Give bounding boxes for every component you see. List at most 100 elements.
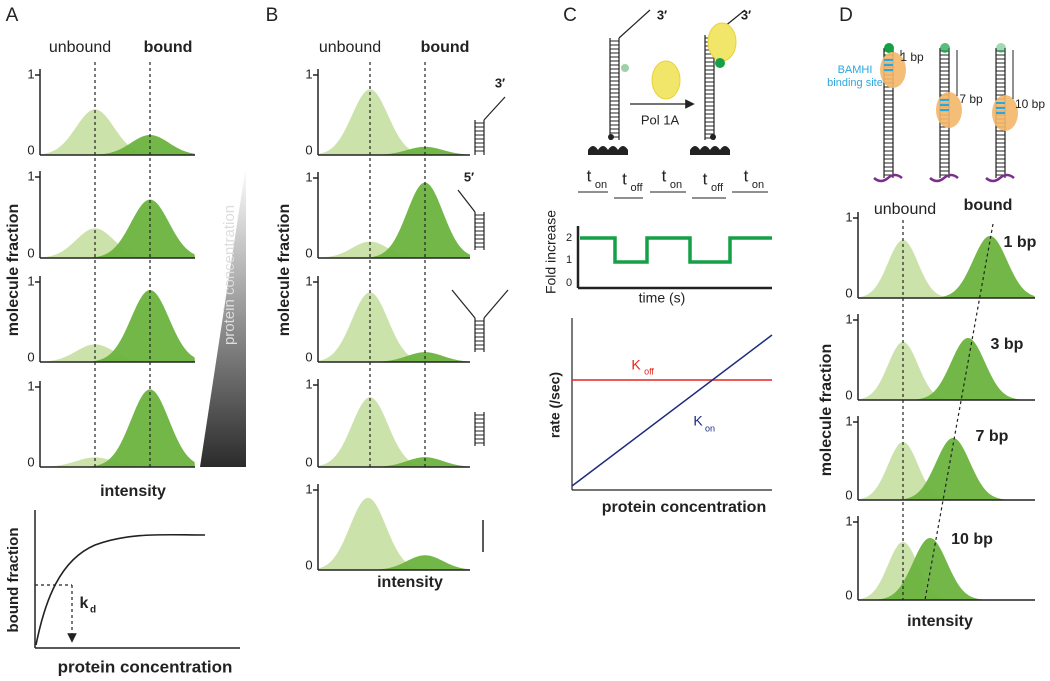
label: bound xyxy=(144,39,193,56)
label: 3 bp xyxy=(991,336,1024,353)
tick-label: 2 xyxy=(566,232,572,244)
label: t xyxy=(662,166,667,185)
panel-label: A xyxy=(6,5,19,26)
fluorophore xyxy=(715,58,725,68)
label: 5′ xyxy=(464,169,474,184)
distribution xyxy=(362,182,470,258)
label: t xyxy=(622,169,627,188)
label: unbound xyxy=(49,39,111,56)
label: molecule fraction xyxy=(5,204,22,336)
surface-link xyxy=(873,173,903,183)
label: off xyxy=(644,366,654,376)
surface xyxy=(588,146,628,155)
kon-line xyxy=(571,334,773,487)
label: BAMHI xyxy=(838,64,873,76)
label: 7 bp xyxy=(976,428,1009,445)
dna-strand xyxy=(483,96,506,121)
label: Pol 1A xyxy=(641,112,680,127)
dna-strand xyxy=(483,289,509,319)
label: protein concentration xyxy=(58,657,233,676)
tick-label: 0 xyxy=(305,142,312,157)
distribution xyxy=(858,240,956,298)
tick-label: 1 xyxy=(845,413,852,428)
label: 10 bp xyxy=(1015,97,1045,111)
tick-label: 0 xyxy=(27,349,34,364)
anchor xyxy=(710,134,716,140)
label: intensity xyxy=(377,574,443,591)
dna-strand xyxy=(618,9,651,39)
distribution xyxy=(893,438,1013,500)
label: bound fraction xyxy=(5,528,22,633)
tick-label: 1 xyxy=(305,66,312,81)
distribution xyxy=(318,292,433,362)
distribution xyxy=(362,457,470,467)
label: t xyxy=(744,166,749,185)
label: 7 bp xyxy=(959,92,983,106)
panel-label: C xyxy=(563,5,577,26)
distribution xyxy=(362,352,470,362)
label: K xyxy=(631,357,641,373)
tick-label: 0 xyxy=(305,349,312,364)
tick-label: 0 xyxy=(305,454,312,469)
tick-label: 0 xyxy=(305,245,312,260)
distribution xyxy=(83,135,195,155)
label: t xyxy=(587,166,592,185)
panel-label: B xyxy=(266,5,279,26)
tick-label: 0 xyxy=(845,487,852,502)
tick-label: 0 xyxy=(566,277,572,289)
distribution xyxy=(318,89,433,155)
label: unbound xyxy=(319,39,381,56)
tick-label: 1 xyxy=(845,209,852,224)
distribution xyxy=(362,555,470,570)
label: unbound xyxy=(874,201,936,218)
tick-label: 1 xyxy=(27,66,34,81)
label: intensity xyxy=(907,613,973,630)
label: off xyxy=(630,182,643,194)
tick-label: 1 xyxy=(27,378,34,393)
distribution xyxy=(40,457,162,467)
label: Fold increase xyxy=(543,210,559,294)
tick-label: 1 xyxy=(305,481,312,496)
tick-label: 0 xyxy=(845,587,852,602)
tick-label: 0 xyxy=(305,557,312,572)
tick-label: 0 xyxy=(27,454,34,469)
label: time (s) xyxy=(639,290,686,306)
distribution xyxy=(83,199,195,258)
tick-label: 1 xyxy=(566,254,572,266)
label: K xyxy=(693,413,703,429)
distribution xyxy=(858,442,956,500)
label: t xyxy=(703,169,708,188)
anchor xyxy=(608,134,614,140)
distribution xyxy=(40,109,162,155)
label: on xyxy=(670,179,682,191)
distribution xyxy=(40,344,162,362)
tick-label: 1 xyxy=(845,311,852,326)
fluorophore xyxy=(940,43,950,53)
label: 3′ xyxy=(657,7,667,22)
distribution xyxy=(318,397,433,467)
distribution xyxy=(83,389,195,467)
fluorophore xyxy=(884,43,894,53)
tick-label: 1 xyxy=(305,273,312,288)
distribution xyxy=(362,146,470,155)
label: k xyxy=(80,595,89,612)
label: d xyxy=(90,605,96,616)
distribution xyxy=(858,342,956,400)
label: molecule fraction xyxy=(276,204,293,336)
label: off xyxy=(711,182,724,194)
tick-label: 0 xyxy=(845,387,852,402)
distribution xyxy=(83,290,195,362)
label: bound xyxy=(964,197,1013,214)
distribution xyxy=(40,228,162,258)
tick-label: 0 xyxy=(845,285,852,300)
panel-label: D xyxy=(839,5,853,26)
polymerase xyxy=(651,60,681,100)
binding-curve xyxy=(35,533,206,646)
label: on xyxy=(752,179,764,191)
tick-label: 1 xyxy=(305,169,312,184)
label: bound xyxy=(421,39,470,56)
distribution xyxy=(318,241,433,258)
distribution xyxy=(318,497,431,570)
distribution xyxy=(930,236,1035,298)
